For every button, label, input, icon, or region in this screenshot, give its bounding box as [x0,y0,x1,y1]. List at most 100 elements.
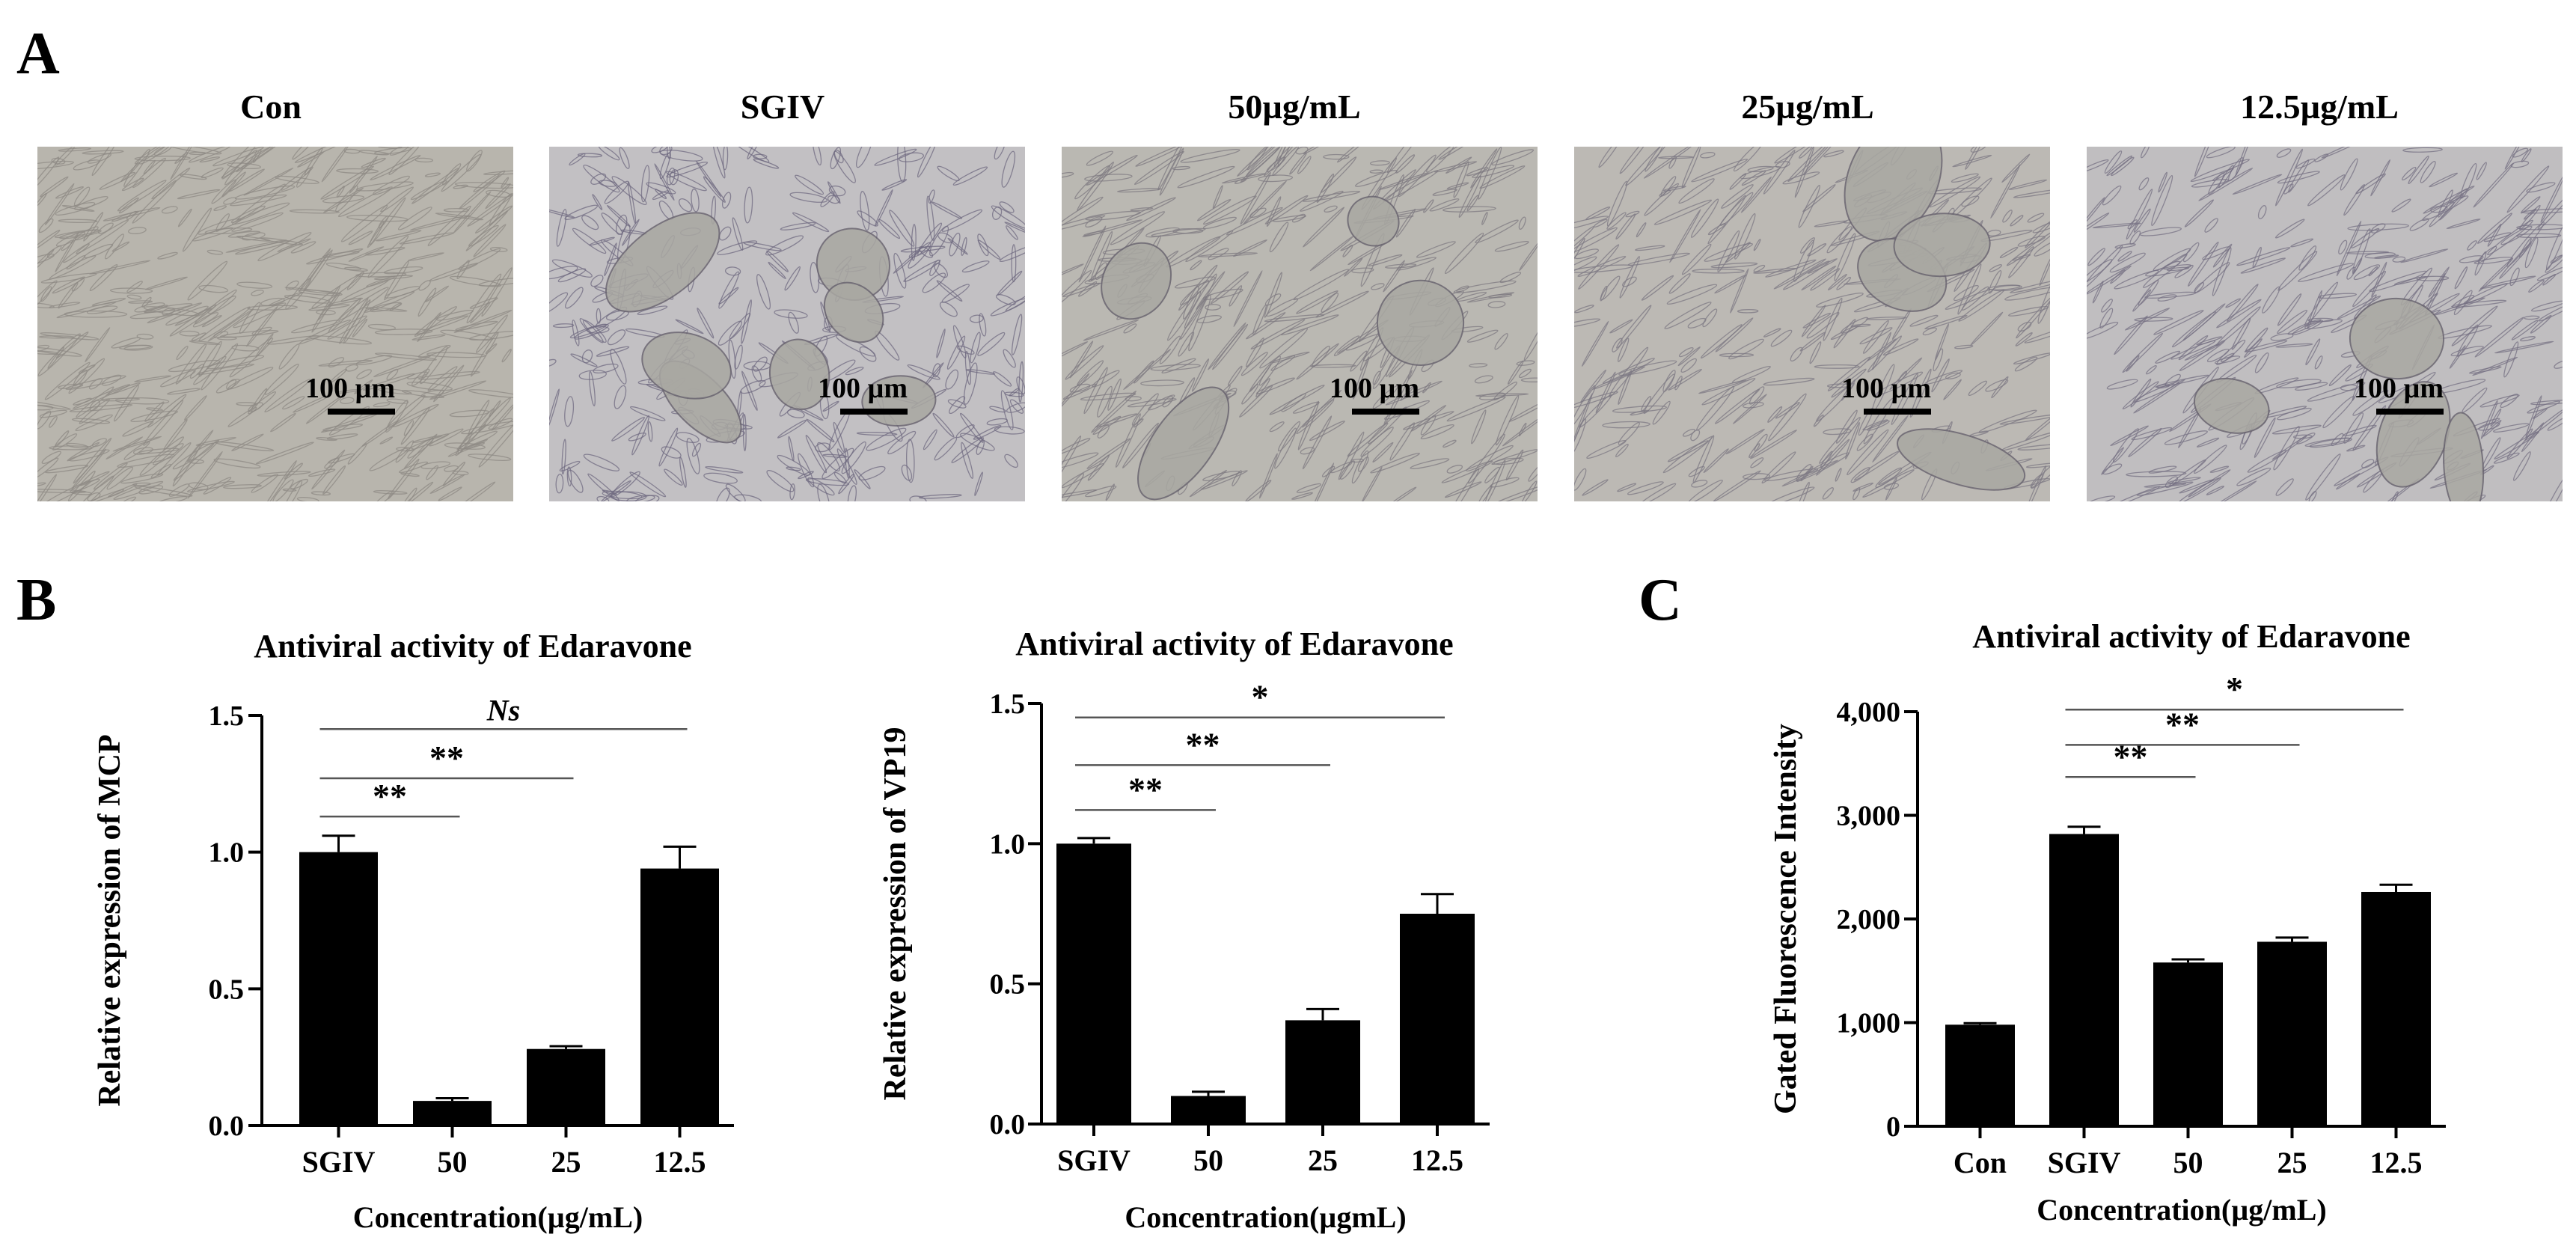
cell-outline [1159,147,1184,196]
cell-outline [403,481,434,501]
cell-outline [375,230,422,242]
cell-outline [55,232,79,272]
cell-outline [294,147,353,163]
cell-outline [1368,254,1403,266]
cell-outline [2141,147,2150,159]
cell-outline [39,335,75,339]
cell-outline [236,147,285,173]
image-title-con: Con [240,88,302,126]
cell-outline [2184,199,2215,227]
cell-outline [150,463,172,479]
cell-outline [2416,275,2450,281]
cell-outline [1303,207,1345,248]
y-axis-label: Relative expression of VP19 [878,727,913,1101]
cell-outline [1350,458,1365,463]
cell-outline [725,483,746,501]
cell-outline [192,312,219,328]
cell-outline [2304,437,2351,448]
cell-outline [2352,270,2387,308]
cell-outline [666,171,707,192]
cleared-area [823,281,884,343]
cell-outline [2171,311,2217,348]
cell-outline [134,156,191,162]
scale-bar-label: 100 µm [1330,373,1420,404]
cell-outline [242,232,266,241]
cell-outline [2164,373,2181,387]
cell-outline [1823,428,1852,436]
cell-outline [1867,338,1897,361]
cell-outline [805,435,827,474]
cell-outline [2126,471,2187,477]
bar [2153,962,2223,1126]
cell-outline [2114,269,2159,290]
cell-outline [1202,288,1243,300]
cell-outline [2190,159,2250,183]
cell-outline [39,409,67,418]
cell-outline [2104,150,2123,174]
cell-outline [1653,199,1713,225]
cell-outline [37,398,71,410]
cell-outline [1516,360,1535,366]
cell-outline [691,188,700,213]
cell-outline [2530,314,2552,334]
cell-outline [348,230,373,245]
cell-outline [1245,311,1286,340]
cell-outline [977,233,989,257]
cell-outline [1395,208,1416,238]
cell-outline [1487,301,1506,308]
cell-outline [1107,378,1122,411]
cell-outline [1472,165,1515,178]
cell-outline [322,465,346,495]
cell-outline [1077,360,1104,386]
cell-outline [324,457,340,469]
cell-outline [2151,175,2173,226]
cell-outline [598,147,620,161]
cell-outline [2402,147,2443,153]
cell-outline [483,169,513,176]
cell-outline [123,345,153,351]
cell-outline [325,262,361,271]
x-tick-label: 50 [2173,1146,2203,1179]
x-axis-label: Concentration(µg/mL) [2037,1193,2326,1227]
significance-label: Ns [486,693,520,727]
cleared-area [1376,279,1465,367]
cell-outline [1339,460,1356,480]
cell-outline [246,305,278,347]
cell-outline [2138,177,2150,191]
cell-outline [168,359,221,373]
cell-outline [45,465,89,474]
scale-bar: 100 µm [818,374,908,415]
cell-outline [1734,213,1756,260]
cell-outline [1333,335,1360,356]
cell-outline [198,284,229,293]
cell-outline [1585,207,1611,221]
cell-outline [55,147,76,166]
cell-outline [367,235,409,278]
cell-outline [203,477,232,495]
y-tick-label: 1.0 [990,828,1026,860]
cell-outline [1466,445,1514,471]
cell-outline [163,418,188,451]
cell-outline [1259,328,1309,369]
cell-outline [961,236,967,256]
cell-outline [1965,147,1986,170]
cell-outline [1202,216,1237,230]
cell-outline [247,305,299,311]
cell-outline [2361,459,2375,468]
cell-outline [335,389,360,394]
cell-outline [296,168,311,188]
cell-outline [354,379,373,394]
cell-outline [2283,183,2294,195]
cell-outline [1753,264,1766,272]
micrograph-texture [2087,147,2563,501]
cell-outline [2092,222,2141,229]
cell-outline [1178,332,1195,357]
cell-outline [1077,161,1115,212]
cell-outline [963,362,978,405]
cell-outline [1011,314,1023,355]
cell-outline [1681,243,1712,275]
cell-outline [2215,306,2261,346]
cell-outline [197,218,242,235]
cell-outline [1898,370,1907,382]
cell-outline [1269,351,1310,364]
